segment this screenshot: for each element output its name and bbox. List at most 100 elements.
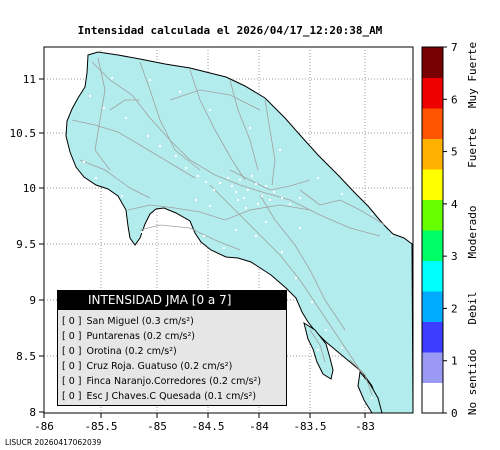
legend-pga-value: (0.2 cm/s²) (209, 376, 262, 387)
intensity-legend: INTENSIDAD JMA [0 a 7] [ 0 ] San Miguel (… (57, 290, 287, 406)
legend-station-name: Cruz Roja. Guatuso (86, 361, 178, 372)
station-marker (205, 181, 207, 183)
road-line (209, 184, 361, 371)
colorbar-tick-label: 0 (451, 407, 458, 420)
road-line (109, 99, 140, 111)
station-marker (179, 91, 181, 93)
colorbar-tick-label: 5 (451, 146, 458, 159)
colorbar-segment (422, 77, 443, 109)
station-marker (341, 347, 343, 349)
colorbar-intensity-labels: No sentido Debil Moderado Fuerte Muy Fuerte (466, 42, 479, 415)
station-marker (95, 177, 97, 179)
road-line (189, 69, 246, 181)
station-marker (159, 145, 161, 147)
legend-station-name: Puntarenas (86, 331, 140, 342)
footer-timestamp: LISUCR 20260417062039 (5, 438, 102, 447)
colorbar-tick-label: 6 (451, 93, 458, 106)
legend-intensity-value: [ 0 ] (62, 316, 82, 327)
station-marker (121, 195, 123, 197)
station-marker (265, 185, 267, 187)
station-marker (89, 95, 91, 97)
colorbar-segment (422, 352, 443, 383)
colorbar-tick-label: 2 (451, 302, 458, 315)
colorbar-color-scale (422, 47, 443, 414)
station-marker (255, 183, 257, 185)
colorbar-category-label: Fuerte (466, 128, 479, 168)
station-marker (239, 179, 241, 181)
road-network (71, 57, 386, 396)
station-marker (235, 191, 237, 193)
station-marker (249, 127, 251, 129)
station-marker (103, 107, 105, 109)
road-line (139, 61, 201, 171)
colorbar-segment (422, 382, 443, 414)
station-marker (273, 191, 275, 193)
land-layer (65, 51, 413, 413)
legend-pga-value: (0.2 cm/s²) (180, 361, 233, 372)
colorbar-category-label: Moderado (466, 206, 479, 259)
legend-intensity-value: [ 0 ] (62, 331, 82, 342)
legend-intensity-value: [ 0 ] (62, 391, 82, 402)
y-tick-label: 9 (29, 294, 36, 307)
costa-rica-landmass (65, 51, 413, 413)
y-tick-label: 9.5 (16, 238, 36, 251)
colorbar-category-label: No sentido (466, 349, 479, 415)
station-marker (317, 177, 319, 179)
legend-intensity-value: [ 0 ] (62, 361, 82, 372)
colorbar-segment (422, 169, 443, 200)
station-marker (83, 161, 85, 163)
colorbar-ticks: 0 1 2 3 4 5 6 7 (443, 41, 458, 420)
y-tick-label: 11 (23, 73, 36, 86)
x-tick-label: -86 (34, 420, 54, 433)
legend-station-name: Orotina (86, 346, 122, 357)
station-marker (157, 217, 159, 219)
y-tick-label: 10.5 (10, 127, 37, 140)
legend-station-name: Finca Naranjo.Corredores (86, 376, 207, 387)
y-tick-label: 8 (29, 406, 36, 419)
colorbar-segment (422, 108, 443, 139)
station-marker (281, 197, 283, 199)
station-marker (261, 195, 263, 197)
station-marker (111, 77, 113, 79)
station-marker (209, 205, 211, 207)
station-marker (371, 397, 373, 399)
station-marker (243, 197, 245, 199)
x-tick-label: -85 (147, 420, 167, 433)
station-marker (125, 117, 127, 119)
station-marker (185, 167, 187, 169)
colorbar-frame (421, 46, 444, 414)
station-marker (257, 203, 259, 205)
station-marker (325, 329, 327, 331)
station-marker (237, 199, 239, 201)
station-marker (203, 235, 205, 237)
road-line (91, 61, 381, 237)
legend-pga-value: (0.1 cm/s²) (204, 391, 257, 402)
station-marker (341, 193, 343, 195)
colorbar-segment (422, 291, 443, 322)
road-line (299, 189, 386, 226)
station-marker (213, 189, 215, 191)
legend-header: INTENSIDAD JMA [0 a 7] (58, 291, 286, 310)
road-line (127, 204, 311, 221)
station-marker (265, 221, 267, 223)
station-marker (141, 231, 143, 233)
station-marker (269, 199, 271, 201)
burica-peninsula (357, 370, 383, 413)
station-marker (147, 135, 149, 137)
legend-intensity-value: [ 0 ] (62, 376, 82, 387)
station-marker (281, 251, 283, 253)
legend-pga-value: (0.2 cm/s²) (124, 346, 177, 357)
road-line (229, 169, 311, 191)
station-marker (391, 235, 393, 237)
legend-intensity-value: [ 0 ] (62, 346, 82, 357)
longitude-axis: -86 -85.5 -85 -84.5 -84 -83.5 -83 (34, 413, 375, 433)
road-line (229, 79, 259, 171)
station-marker (223, 247, 225, 249)
road-line (259, 194, 346, 331)
road-line (264, 99, 276, 186)
intensity-colorbar: 0 1 2 3 4 5 6 7 No sentido Debil Moderado Fuerte Mu… (421, 41, 479, 420)
station-marker (311, 301, 313, 303)
station-marker (361, 377, 363, 379)
legend-station-name: San Miguel (86, 316, 139, 327)
road-line (79, 159, 151, 199)
